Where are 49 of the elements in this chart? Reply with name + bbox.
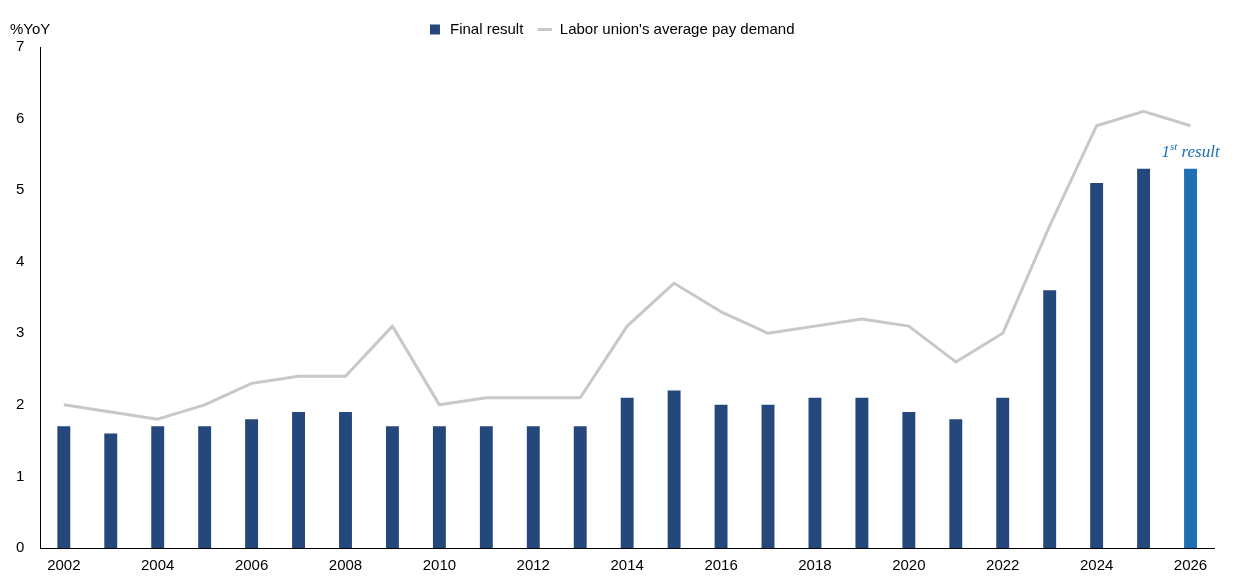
bar [996,397,1010,548]
x-tick-label: 2024 [1079,556,1114,574]
bar [526,426,540,548]
bar [479,426,493,548]
bar [667,390,681,548]
bar [1184,168,1197,548]
bar [57,426,71,548]
x-tick-label: 2010 [422,556,457,574]
y-tick-label: 6 [16,108,25,126]
bar [198,426,212,548]
y-tick-label: 3 [16,323,25,341]
bar [385,426,399,548]
x-tick-label: 2026 [1173,556,1208,574]
legend-label: Final result [449,19,525,37]
x-tick-label: 2022 [986,556,1020,574]
bar [432,426,446,548]
y-tick-label: 4 [16,251,25,269]
y-tick-label: 1 [16,466,25,484]
y-tick-label: 0 [16,538,25,556]
bar [761,404,775,548]
bar [245,419,259,548]
legend-label: Labor union's average pay demand [559,19,795,37]
bar [573,426,587,548]
x-tick-label: 2014 [610,556,644,574]
bar [808,397,822,548]
bar [339,412,352,548]
bar [151,426,165,548]
y-tick-label: 5 [16,180,25,198]
y-tick-label: 7 [16,37,25,55]
x-tick-label: 2016 [704,556,738,574]
x-tick-label: 2002 [47,556,81,574]
bar [104,433,118,548]
bar [855,397,869,548]
x-tick-label: 2012 [516,556,550,574]
x-tick-label: 2020 [892,556,926,574]
bar [1090,182,1104,548]
x-tick-label: 2018 [798,556,832,574]
y-tick-label: 2 [16,395,25,412]
bar [1043,290,1057,548]
bar [714,404,728,548]
y-axis-title: %YoY [10,19,51,37]
bar [1137,168,1151,548]
x-tick-label: 2004 [141,556,175,574]
x-tick-label: 2006 [234,556,269,574]
x-tick-label: 2008 [328,556,363,574]
bar [620,397,634,548]
bar [292,412,305,548]
bar [949,419,963,548]
bar [902,412,916,548]
